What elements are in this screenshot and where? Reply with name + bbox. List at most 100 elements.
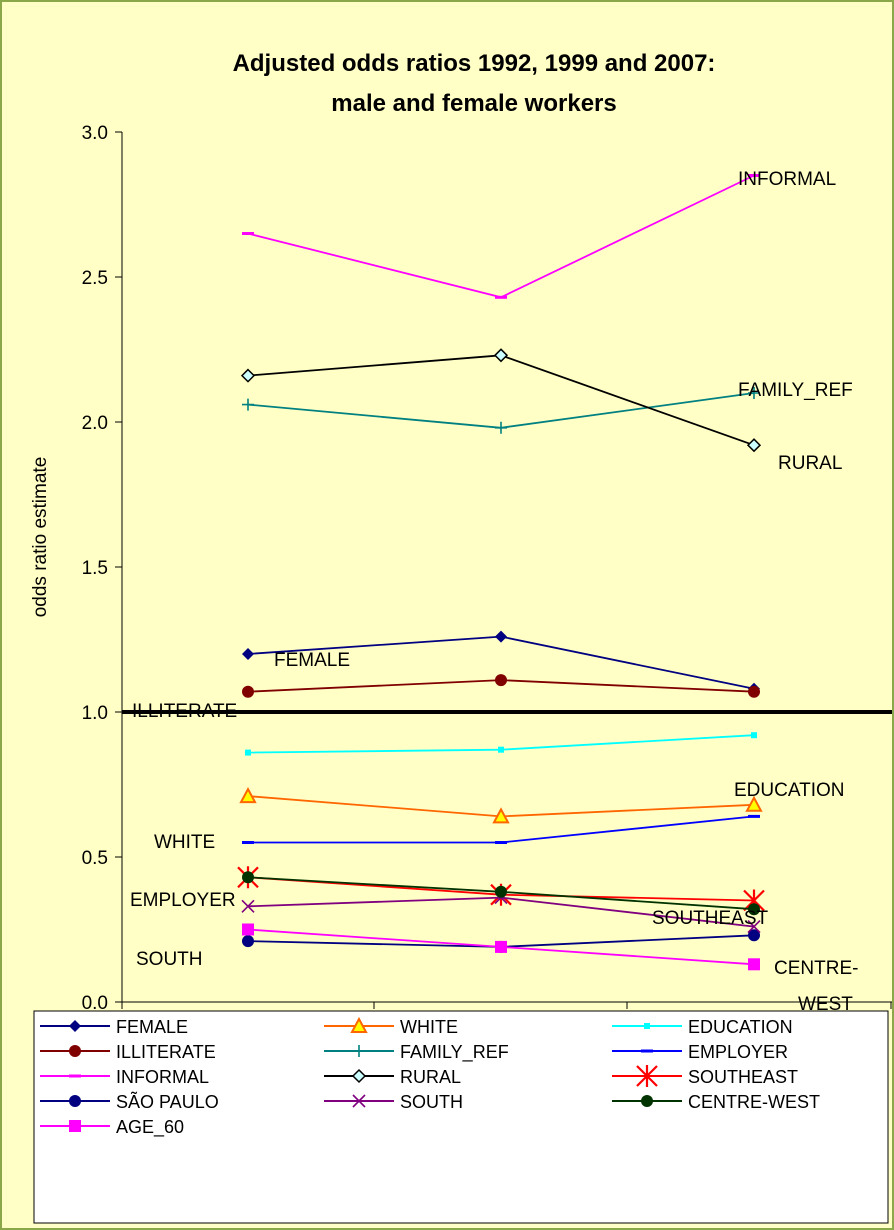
legend-label: EMPLOYER [688,1042,788,1062]
data-point-female [242,648,254,660]
series-illiterate [242,674,760,698]
legend-item-informal: INFORMAL [40,1067,209,1087]
data-point-education [498,746,504,753]
legend-label: WHITE [400,1017,458,1037]
legend-marker [69,1120,81,1132]
series-centre-west [242,871,760,916]
legend-label: FEMALE [116,1017,188,1037]
legend-marker [351,1068,367,1084]
legend-marker [352,1094,366,1108]
annotation-label: EMPLOYER [130,890,236,911]
legend-item-education: EDUCATION [612,1017,793,1037]
legend-marker [353,1045,365,1057]
data-point-white [745,795,763,812]
legend-marker [69,1045,81,1057]
legend-label: SÃO PAULO [116,1091,219,1112]
data-point-education [751,732,757,739]
y-tick-label: 1.5 [82,558,108,579]
series-white [239,786,763,824]
legend-item-employer: EMPLOYER [612,1042,788,1062]
data-point-centre-west [748,903,760,916]
data-point-family-ref [748,387,760,399]
legend-item-illiterate: ILLITERATE [40,1042,216,1062]
data-point-education [245,749,251,756]
legend-marker [69,1095,81,1107]
annotation-label: SOUTHEAST [652,908,769,929]
data-point-south [747,920,761,934]
legend: FEMALE WHITE EDUCATION ILLITERATE FAMILY_REF… [33,1010,889,1224]
legend-marker [644,1023,650,1029]
data-point-centre-west [242,871,254,884]
series-layer [237,174,765,971]
legend-item-family-ref: FAMILY_REF [324,1042,509,1063]
legend-label: RURAL [400,1067,461,1087]
data-point-female [495,630,507,643]
legend-marker [636,1065,658,1087]
data-point-family-ref [242,398,254,411]
y-tick-label: 2.5 [82,268,108,289]
chart-title-line1: Adjusted odds ratios 1992, 1999 and 2007… [233,50,716,77]
data-point-south [241,899,255,913]
series-informal [242,174,760,299]
legend-item-south: SOUTH [324,1092,463,1112]
legend-item-rural: RURAL [324,1067,461,1087]
series-line-informal [247,174,755,299]
data-point-age-60 [748,958,760,971]
data-point-rural [493,348,509,363]
legend-item-southeast: SOUTHEAST [612,1065,798,1087]
data-point-s-o-paulo [748,929,760,942]
series-age-60 [242,923,760,971]
legend-marker [350,1016,368,1033]
y-tick-label: 1.0 [82,703,108,724]
legend-label: SOUTHEAST [688,1067,798,1087]
data-point-rural [240,368,256,383]
legend-label: ILLITERATE [116,1042,216,1062]
annotation-label: EDUCATION [734,780,844,801]
legend-item-female: FEMALE [40,1017,188,1037]
legend-item-white: WHITE [324,1016,458,1037]
legend-item-age-60: AGE_60 [40,1117,184,1138]
series-employer [242,814,760,844]
data-point-family-ref [495,421,507,434]
y-tick-label: 2.0 [82,413,108,434]
legend-label: CENTRE-WEST [688,1092,820,1112]
annotation-label: ILLITERATE [132,701,237,722]
legend-label: EDUCATION [688,1017,793,1037]
series-rural [240,348,762,453]
annotation-label: CENTRE- [774,958,858,979]
y-tick-label: 0.0 [82,993,108,1014]
data-point-age-60 [495,940,507,953]
annotation-label: WEST [798,994,853,1015]
y-tick-label: 0.5 [82,848,108,869]
annotation-label: INFORMAL [738,169,836,190]
legend-label: FAMILY_REF [400,1042,509,1063]
data-point-illiterate [495,674,507,687]
series-education [245,732,757,756]
annotation-label: FEMALE [274,650,350,671]
data-point-white [492,807,510,824]
annotation-label: WHITE [154,832,215,853]
data-point-rural [746,438,762,453]
data-point-centre-west [495,885,507,898]
y-tick-label: 3.0 [82,123,108,144]
y-axis-label: odds ratio estimate [30,457,51,618]
legend-marker [69,1020,81,1032]
annotation-label: FAMILY_REF [738,380,853,401]
annotation-label: RURAL [778,453,842,474]
data-point-s-o-paulo [242,935,254,948]
legend-item-centre-west: CENTRE-WEST [612,1092,820,1112]
legend-box [33,1010,889,1224]
data-point-illiterate [748,685,760,698]
chart-title-line2: male and female workers [331,90,616,117]
annotation-label: SOUTH [136,949,203,970]
legend-item-s-o-paulo: SÃO PAULO [40,1091,219,1112]
legend-label: INFORMAL [116,1067,209,1087]
series-family-ref [242,387,760,434]
data-point-age-60 [242,923,254,936]
data-point-white [239,786,257,804]
legend-label: AGE_60 [116,1117,184,1138]
legend-marker [641,1095,653,1107]
annotations: INFORMAL FAMILY_REF RURAL FEMALE ILLITERATE E… [130,169,858,1064]
